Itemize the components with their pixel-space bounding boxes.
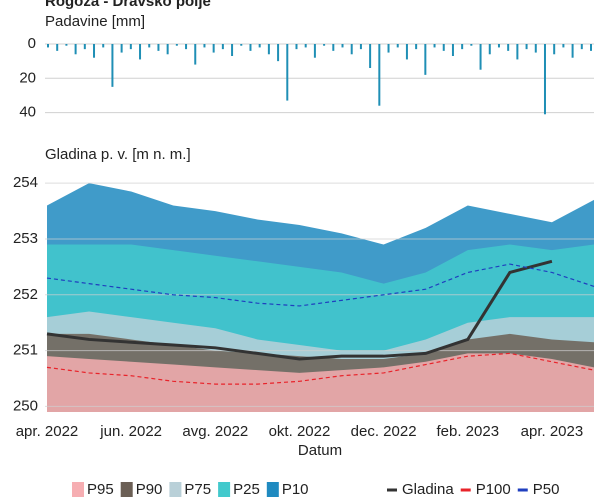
precip-bar [488,44,491,55]
chart-title: Rogoza - Dravsko polje [45,0,211,10]
precip-bar [461,44,464,50]
precip-bar [525,44,528,50]
precip-bar [378,44,381,106]
legend-swatch [218,482,231,497]
precip-bar [56,44,59,51]
x-tick-label: apr. 2022 [16,423,79,440]
precip-bar [74,44,77,55]
legend-label: Gladina [402,481,454,497]
precip-bar [47,44,49,48]
precip-bar [313,44,316,58]
y-tick-label: 252 [13,286,38,303]
precip-bar [553,44,556,55]
precip-bar [479,44,482,70]
precip-bar [323,44,326,46]
precip-label: Padavine [mm] [45,13,145,30]
precip-bar [470,44,473,46]
precip-bar [571,44,574,58]
precip-bar [129,44,132,50]
precip-bar [65,44,68,46]
precip-bar [203,44,206,48]
precip-bar [590,44,592,51]
precip-bar [194,44,197,65]
precip-bar [433,44,436,48]
precip-bar [442,44,445,51]
y-tick-label: 254 [13,174,38,191]
precip-bar [231,44,234,56]
legend-swatch [169,482,182,497]
precip-bar [277,44,280,62]
precip-bar [111,44,114,87]
legend-label: P90 [136,481,163,497]
precip-bar [166,44,169,55]
legend-label: P75 [184,481,211,497]
precip-bar [267,44,270,55]
precip-bar [497,44,500,48]
percentile-line [46,352,595,385]
precip-bar [387,44,390,53]
precip-bar [396,44,399,48]
y-tick-label: 251 [13,342,38,359]
y-tick-label: 20 [19,69,36,86]
x-tick-label: okt. 2022 [269,423,331,440]
precip-bar [249,44,252,51]
precip-bar [221,44,224,50]
y-tick-label: 40 [19,104,36,121]
precip-bar [534,44,537,53]
y-tick-label: 253 [13,230,38,247]
legend-swatch [120,482,133,497]
level-label: Gladina p. v. [m n. m.] [45,146,191,163]
x-tick-label: jun. 2022 [99,423,162,440]
precip-bar [240,44,243,46]
legend-swatch [266,482,279,497]
x-axis-title: Datum [298,442,342,459]
level-line [46,259,553,361]
percentile-line [46,263,595,307]
precip-bar [424,44,427,75]
precip-bar [258,44,261,48]
precip-bar [405,44,408,60]
legend-label: P25 [233,481,260,497]
precip-bar [139,44,142,60]
precip-bar [350,44,353,55]
percentile-area [47,353,594,412]
precip-bar [369,44,372,68]
precip-bar [451,44,454,56]
x-tick-label: dec. 2022 [351,423,417,440]
precip-bar [562,44,565,48]
x-tick-label: feb. 2023 [436,423,499,440]
precip-bar [286,44,289,101]
legend-swatch [72,482,84,497]
precip-bar [341,44,344,48]
precip-bar [359,44,362,50]
precip-bar [295,44,298,50]
x-tick-label: avg. 2022 [182,423,248,440]
precip-bar [157,44,160,51]
precip-bar [516,44,519,60]
precip-bar [93,44,96,58]
x-tick-label: apr. 2023 [521,423,584,440]
precip-bar [102,44,105,48]
legend-label: P50 [533,481,560,497]
y-tick-label: 0 [28,35,36,52]
precip-bar [304,44,307,48]
precip-bar [83,44,86,50]
precip-bar [543,44,546,115]
precip-bar [212,44,215,53]
precip-bar [507,44,510,51]
precip-bar [148,44,151,48]
legend-label: P100 [476,481,511,497]
precip-bar [185,44,188,50]
precip-bar [175,44,178,46]
precip-bar [120,44,123,53]
precip-bar [580,44,583,50]
precip-bar [332,44,335,51]
legend-label: P10 [282,481,309,497]
legend-label: P95 [87,481,114,497]
y-tick-label: 250 [13,397,38,414]
precip-bar [415,44,418,50]
